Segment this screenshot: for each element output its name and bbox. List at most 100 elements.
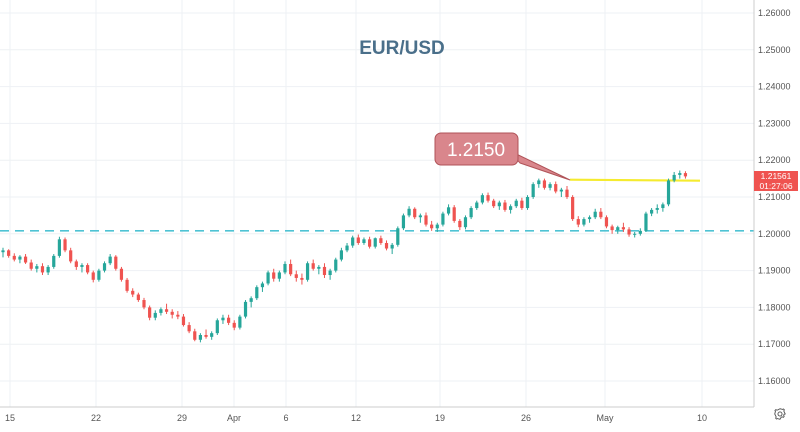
candle <box>46 265 50 276</box>
candle <box>661 202 665 212</box>
candle <box>475 200 479 210</box>
candle <box>52 254 56 269</box>
candle <box>503 199 507 212</box>
candle <box>542 178 547 190</box>
candle <box>650 208 654 217</box>
candle <box>593 208 597 220</box>
candle-body <box>480 195 484 203</box>
candle-body <box>153 312 157 318</box>
candle-body <box>74 261 78 267</box>
candle <box>272 268 276 282</box>
candle-body <box>683 173 688 177</box>
candle-body <box>57 239 61 256</box>
candle-body <box>430 224 434 229</box>
y-tick-label: 1.19000 <box>758 266 791 276</box>
y-tick-label: 1.21000 <box>758 192 791 202</box>
candle <box>153 310 157 321</box>
candle-body <box>514 200 518 207</box>
candle <box>379 235 383 245</box>
candle-body <box>102 263 107 271</box>
candle-body <box>396 228 400 245</box>
candle <box>548 182 552 191</box>
candle <box>531 182 535 199</box>
candle-body <box>52 255 56 267</box>
candle-body <box>368 239 372 247</box>
y-tick-label: 1.24000 <box>758 82 791 92</box>
candle-body <box>554 184 558 192</box>
candle <box>621 222 625 232</box>
x-tick-label: 12 <box>351 413 361 423</box>
candle-body <box>243 301 248 317</box>
candle <box>300 273 304 285</box>
candle-body <box>97 270 101 280</box>
candle <box>616 225 620 234</box>
candle-body <box>148 307 152 318</box>
y-tick-label: 1.18000 <box>758 302 791 312</box>
candle <box>243 300 248 319</box>
candle-body <box>610 226 614 231</box>
candle <box>604 215 609 229</box>
candle <box>317 265 321 275</box>
current-price-badge: 1.21561 01:27:06 <box>754 171 798 191</box>
candle <box>283 261 287 275</box>
x-tick-label: Apr <box>227 413 241 423</box>
y-tick-label: 1.17000 <box>758 339 791 349</box>
candle-body <box>458 220 462 228</box>
candle-body <box>362 239 366 243</box>
candle <box>407 206 411 218</box>
candle <box>7 249 11 258</box>
candle <box>119 266 124 282</box>
x-tick-label: 19 <box>435 413 445 423</box>
x-tick-label: May <box>596 413 614 423</box>
candle <box>260 281 265 292</box>
settings-gear-button[interactable] <box>770 404 790 424</box>
x-tick-label: 15 <box>5 413 15 423</box>
candle <box>18 255 22 264</box>
candle-body <box>29 262 33 269</box>
candle <box>373 237 377 249</box>
candle <box>328 268 332 280</box>
candle-body <box>40 266 45 273</box>
candle-body <box>587 217 592 220</box>
candle <box>351 235 355 248</box>
resistance-level-line <box>569 178 701 182</box>
candle <box>322 263 327 278</box>
candle-body <box>86 265 90 273</box>
candle <box>12 253 16 262</box>
candle <box>396 226 400 247</box>
chart-title: EUR/USD <box>359 38 445 59</box>
candle-body <box>328 270 332 276</box>
candle <box>74 259 78 270</box>
candle <box>441 211 445 227</box>
candle-body <box>289 263 293 275</box>
candle <box>35 263 39 273</box>
candle <box>255 285 259 301</box>
candle-body <box>672 174 676 181</box>
candle-body <box>678 173 682 175</box>
badge-price: 1.21561 <box>761 171 792 181</box>
candle <box>655 204 659 214</box>
candle-body <box>260 283 265 288</box>
candle-body <box>238 316 242 328</box>
candle <box>294 270 298 282</box>
candle-body <box>317 266 321 269</box>
candle-body <box>661 204 665 209</box>
candle-body <box>627 229 631 235</box>
candle-body <box>322 266 327 276</box>
candle <box>23 254 28 264</box>
candle <box>469 206 473 220</box>
candle-body <box>599 211 603 218</box>
candle-body <box>114 256 118 269</box>
candle-body <box>277 272 281 279</box>
candle-body <box>164 309 169 312</box>
candle <box>666 178 671 207</box>
candle-body <box>441 213 445 225</box>
candle-body <box>305 263 310 280</box>
candle <box>40 263 45 276</box>
price-annotation-callout: 1.2150 <box>434 132 571 181</box>
candle-body <box>373 238 377 247</box>
candle-body <box>638 230 642 234</box>
candle <box>97 268 101 282</box>
gear-icon <box>774 408 786 420</box>
